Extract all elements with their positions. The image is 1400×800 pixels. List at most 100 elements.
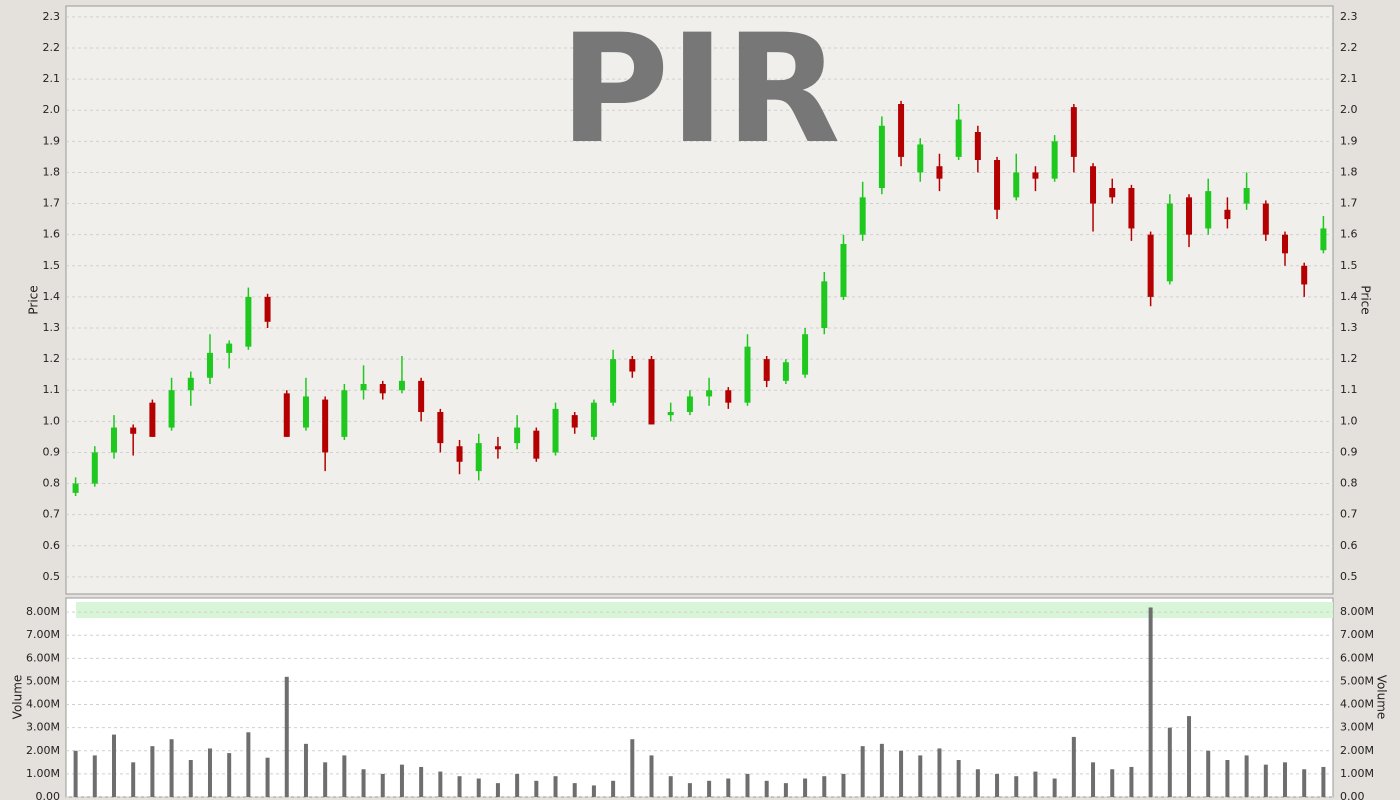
volume-bar [534,780,539,797]
volume-axis-label: Volume [11,675,25,720]
candle-body [917,144,924,173]
candle-body [552,408,559,453]
volume-bar [438,771,443,797]
volume-bar [553,776,558,797]
candle-body [283,393,290,437]
candle-body [994,160,1001,210]
candle-body [686,396,693,412]
candle-body [974,132,981,160]
candle-body [456,446,463,462]
volume-bar [476,778,481,797]
candle-body [1032,172,1039,179]
y-tick-label: 2.3 [43,10,61,23]
candle-body [955,119,962,157]
y-tick-label: 1.4 [43,290,61,303]
candle-body [130,427,137,434]
volume-bar [649,755,654,797]
chart-title: PIR [559,3,840,177]
volume-bar [495,783,500,797]
candle-body [590,402,597,437]
candle-body [1186,197,1193,235]
y-tick-label: 6.00M [26,651,60,664]
volume-bar [1244,755,1249,797]
y-tick-label: 1.1 [43,383,61,396]
candle-body [1320,228,1327,251]
y-tick-label-right: 1.5 [1340,259,1358,272]
volume-bar [572,783,577,797]
candle-body [418,380,425,412]
volume-bar [361,769,366,797]
volume-bar [726,778,731,797]
volume-bar [227,753,232,797]
volume-bar [73,750,78,797]
candle-body [840,244,847,297]
candle-body [533,430,540,459]
candle-body [398,380,405,391]
y-tick-label: 1.7 [43,197,61,210]
y-tick-label: 1.8 [43,165,61,178]
volume-bar [342,755,347,797]
y-tick-label-right: 4.00M [1340,698,1374,711]
y-tick-label: 5.00M [26,674,60,687]
y-tick-label-right: 1.4 [1340,290,1358,303]
volume-bar [995,773,1000,797]
y-tick-label: 0.6 [43,539,61,552]
volume-bar [323,762,328,797]
candle-body [648,359,655,425]
candle-body [725,390,732,403]
y-tick-label-right: 8.00M [1340,605,1374,618]
y-tick-label: 1.9 [43,134,61,147]
candle-body [1301,265,1308,285]
y-tick-label-right: 1.6 [1340,228,1358,241]
volume-bar [1283,762,1288,797]
candle-body [1224,209,1231,220]
y-tick-label-right: 0.6 [1340,539,1358,552]
volume-bar [380,773,385,797]
volume-bar [1071,736,1076,797]
candle-body [187,377,194,391]
volume-bar [399,764,404,797]
volume-bar [419,766,424,797]
volume-bar [783,783,788,797]
volume-bar [1033,771,1038,797]
y-tick-label: 1.5 [43,259,61,272]
y-tick-label: 1.0 [43,414,61,427]
volume-bar [246,732,251,797]
volume-bar [860,746,865,797]
y-tick-label-right: 1.1 [1340,383,1358,396]
y-tick-label-right: 2.1 [1340,72,1358,85]
y-tick-label-right: 1.7 [1340,197,1358,210]
volume-bar [1302,769,1307,797]
y-tick-label-right: 0.5 [1340,570,1358,583]
candle-body [168,390,175,428]
y-tick-label: 1.6 [43,228,61,241]
y-axis-label-right: Price [1359,285,1373,314]
volume-bar [111,734,116,797]
y-tick-label: 7.00M [26,628,60,641]
volume-bar [92,755,97,797]
y-tick-label-right: 6.00M [1340,651,1374,664]
candle-body [936,166,943,179]
y-tick-label: 1.00M [26,767,60,780]
candle-body [629,359,636,372]
y-tick-label: 0.5 [43,570,61,583]
candle-body [149,402,156,437]
candle-body [859,197,866,235]
y-tick-label-right: 7.00M [1340,628,1374,641]
candle-body [667,412,674,416]
y-axis-label: Price [27,285,41,314]
candle-body [514,427,521,444]
candle-body [245,296,252,347]
y-tick-label-right: 0.9 [1340,445,1358,458]
y-tick-label-right: 1.3 [1340,321,1358,334]
candle-body [1147,234,1154,297]
plot: 0.5 0.5 0.6 0.6 0.7 0.7 0.8 0.8 0.9 0.9 1.0 1.0 1.1 1… [26,10,1374,800]
y-tick-label: 1.2 [43,352,61,365]
volume-bar [745,773,750,797]
candle-body [763,359,770,381]
volume-bar [150,746,155,797]
y-tick-label: 0.00 [36,790,61,800]
volume-bar [1206,750,1211,797]
candle-body [206,352,213,378]
